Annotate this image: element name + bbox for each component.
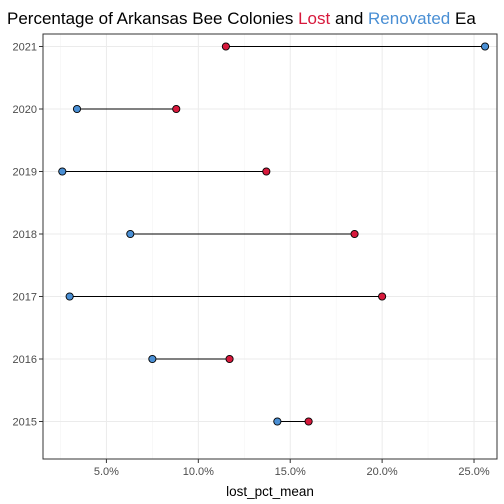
lost-point-2016 [225, 354, 234, 364]
renovated-point-2021 [481, 42, 490, 51]
lost-point-2019 [262, 167, 271, 176]
x-axis-title: lost_pct_mean [226, 484, 314, 499]
title-segment: Lost [298, 9, 330, 28]
y-tick-label: 2019 [13, 167, 37, 179]
points [58, 42, 490, 426]
lost-point-2017 [378, 292, 387, 301]
renovated-point-2018 [126, 229, 135, 239]
title-segment: Percentage of Arkansas Bee Colonies [7, 9, 298, 28]
renovated-point-2019 [58, 167, 67, 176]
lost-point-2015 [304, 417, 313, 426]
title-segment: Renovated [368, 9, 450, 28]
renovated-point-2020 [72, 104, 82, 114]
x-tick-label: 15.0% [275, 466, 306, 478]
panel-border [42, 33, 498, 460]
x-tick-label: 10.0% [183, 466, 214, 478]
segments [62, 46, 486, 422]
y-tick-label: 2020 [13, 104, 37, 116]
x-tick-label: 20.0% [367, 466, 398, 478]
lost-point-2021 [221, 42, 230, 51]
x-tick-label: 5.0% [94, 466, 119, 478]
y-tick-label: 2015 [13, 417, 37, 429]
renovated-point-2016 [148, 354, 157, 364]
title-segment: and [330, 9, 368, 28]
title-segment: Ea [450, 9, 476, 28]
lost-point-2020 [172, 104, 181, 114]
y-tick-label: 2017 [13, 292, 37, 304]
grid [43, 34, 497, 459]
axes: 5.0% 10.0% 15.0% 20.0% 25.0% 2015 2016 2017 2018… [13, 42, 490, 479]
chart-title: Percentage of Arkansas Bee Colonies Lost… [7, 9, 476, 28]
y-tick-label: 2018 [13, 229, 37, 241]
lost-point-2018 [350, 229, 359, 239]
y-tick-label: 2021 [13, 42, 37, 54]
x-tick-label: 25.0% [458, 466, 489, 478]
renovated-point-2015 [273, 417, 282, 426]
renovated-point-2017 [65, 292, 74, 301]
y-tick-label: 2016 [13, 354, 37, 366]
